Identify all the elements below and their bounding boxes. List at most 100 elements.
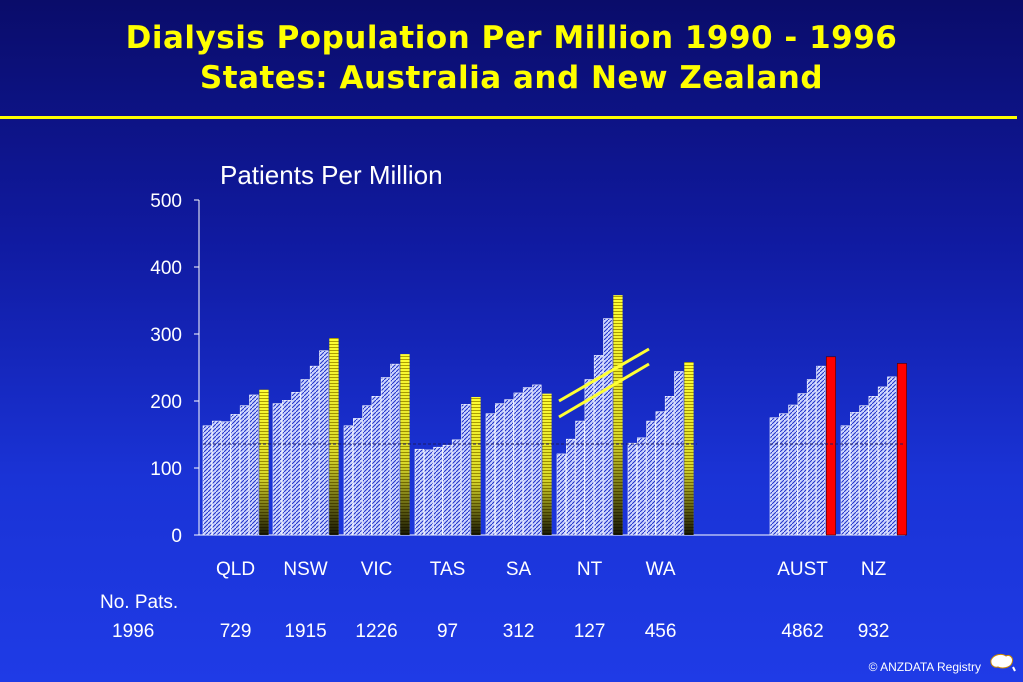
bar-shade-vic (400, 354, 410, 535)
bar-wa-1994 (664, 396, 675, 536)
bar-vic-1995 (390, 363, 400, 536)
bar-nsw-1995 (319, 350, 329, 536)
bar-nt-1990 (556, 453, 566, 536)
bar-wa-1991 (636, 437, 647, 536)
y-tick-label: 300 (150, 325, 182, 346)
bar-vic-1994 (380, 377, 391, 536)
count-aust: 4862 (781, 621, 824, 642)
bar-tas-1995 (461, 404, 471, 536)
bar-shade-nt (613, 295, 623, 535)
y-tick-label: 400 (150, 258, 182, 279)
bar-sa-1993 (513, 392, 523, 536)
count-sa: 312 (502, 621, 535, 642)
bar-nt-1991 (565, 438, 576, 536)
bar-nsw-1992 (291, 391, 301, 536)
bar-qld-1994 (239, 405, 250, 536)
bar-nt-1992 (575, 420, 585, 536)
title-divider (0, 116, 1017, 119)
count-tas: 97 (436, 621, 459, 642)
bar-tas-1991 (423, 449, 434, 536)
count-qld: 729 (219, 621, 252, 642)
bar-nz-1996 (896, 363, 907, 536)
bar-tas-1993 (442, 444, 452, 536)
bar-vic-1992 (362, 405, 372, 536)
bar-nt-1994 (593, 355, 604, 536)
bar-shade-sa (542, 393, 552, 535)
bar-sa-1994 (522, 387, 533, 536)
category-label-qld: QLD (216, 559, 255, 580)
bar-nz-1991 (849, 412, 860, 536)
category-label-nz: NZ (861, 559, 887, 580)
category-label-nsw: NSW (283, 559, 327, 580)
category-labels: QLD NSW VIC TAS SA NT WA AUST NZ (216, 559, 887, 580)
bar-sa-1995 (532, 384, 542, 536)
category-label-aust: AUST (777, 559, 828, 580)
anzdata-logo-icon (990, 653, 1016, 672)
bar-shade-qld (259, 389, 269, 535)
bar-tas-1992 (433, 446, 443, 536)
bar-nz-1993 (868, 396, 878, 536)
no-pats-label: No. Pats. (100, 592, 179, 613)
count-nt: 127 (573, 621, 606, 642)
bar-nsw-1994 (309, 365, 320, 536)
bar-qld-1995 (249, 394, 259, 536)
count-nsw: 1915 (284, 621, 327, 642)
bar-sa-1990 (485, 413, 495, 536)
category-label-sa: SA (506, 559, 532, 580)
chart-bars (202, 295, 907, 536)
bar-sa-1991 (494, 403, 505, 536)
chart-title: Patients Per Million (220, 160, 443, 190)
bar-qld-1992 (221, 421, 231, 536)
title-line-1: Dialysis Population Per Million 1990 - 1… (125, 20, 898, 56)
bar-sa-1992 (504, 399, 514, 536)
axis-break-marker (558, 347, 650, 419)
bar-aust-1990 (769, 417, 779, 536)
bar-vic-1993 (371, 396, 381, 536)
bar-nsw-1993 (300, 379, 310, 536)
bar-qld-1991 (212, 420, 222, 536)
bar-vic-1990 (343, 425, 353, 536)
count-wa: 456 (644, 621, 677, 642)
break-line-lower (558, 362, 650, 419)
bar-wa-1992 (646, 420, 656, 536)
bar-shade-nsw (329, 338, 339, 535)
bar-tas-1990 (414, 448, 424, 536)
title-line-2: States: Australia and New Zealand (199, 60, 824, 96)
count-vic: 1226 (355, 621, 398, 642)
y-tick-label: 100 (150, 459, 182, 480)
copyright-text: © ANZDATA Registry (868, 660, 981, 674)
bar-wa-1995 (674, 371, 684, 536)
y-tick-label: 200 (150, 392, 182, 413)
bar-aust-1996 (825, 356, 836, 536)
count-nz: 932 (857, 621, 890, 642)
bar-wa-1993 (655, 411, 665, 536)
bar-aust-1992 (788, 404, 798, 536)
bar-qld-1993 (230, 414, 240, 536)
bar-tas-1994 (451, 439, 462, 536)
bar-aust-1993 (797, 393, 807, 536)
bar-qld-1990 (202, 425, 212, 536)
bar-nz-1994 (877, 386, 888, 536)
bar-nz-1995 (887, 376, 897, 536)
no-pats-year: 1996 (112, 621, 155, 642)
bar-nt-1995 (603, 318, 613, 536)
y-tick-label: 500 (150, 191, 182, 212)
bar-aust-1995 (816, 365, 826, 536)
category-label-tas: TAS (430, 559, 466, 580)
category-label-nt: NT (577, 559, 603, 580)
bar-vic-1991 (352, 418, 363, 536)
bar-aust-1991 (778, 413, 789, 536)
break-line-upper (558, 347, 650, 403)
bar-wa-1990 (627, 442, 637, 536)
bar-nsw-1990 (272, 403, 282, 536)
bar-nt-1993 (584, 379, 594, 536)
category-label-wa: WA (646, 559, 676, 580)
bar-nsw-1991 (281, 400, 292, 536)
y-tick-label: 0 (171, 526, 182, 547)
bar-shade-tas (471, 396, 481, 535)
slide-title: Dialysis Population Per Million 1990 - 1… (0, 18, 1023, 98)
bar-nz-1990 (840, 425, 850, 536)
bar-nz-1992 (859, 405, 869, 536)
bar-aust-1994 (806, 379, 817, 536)
